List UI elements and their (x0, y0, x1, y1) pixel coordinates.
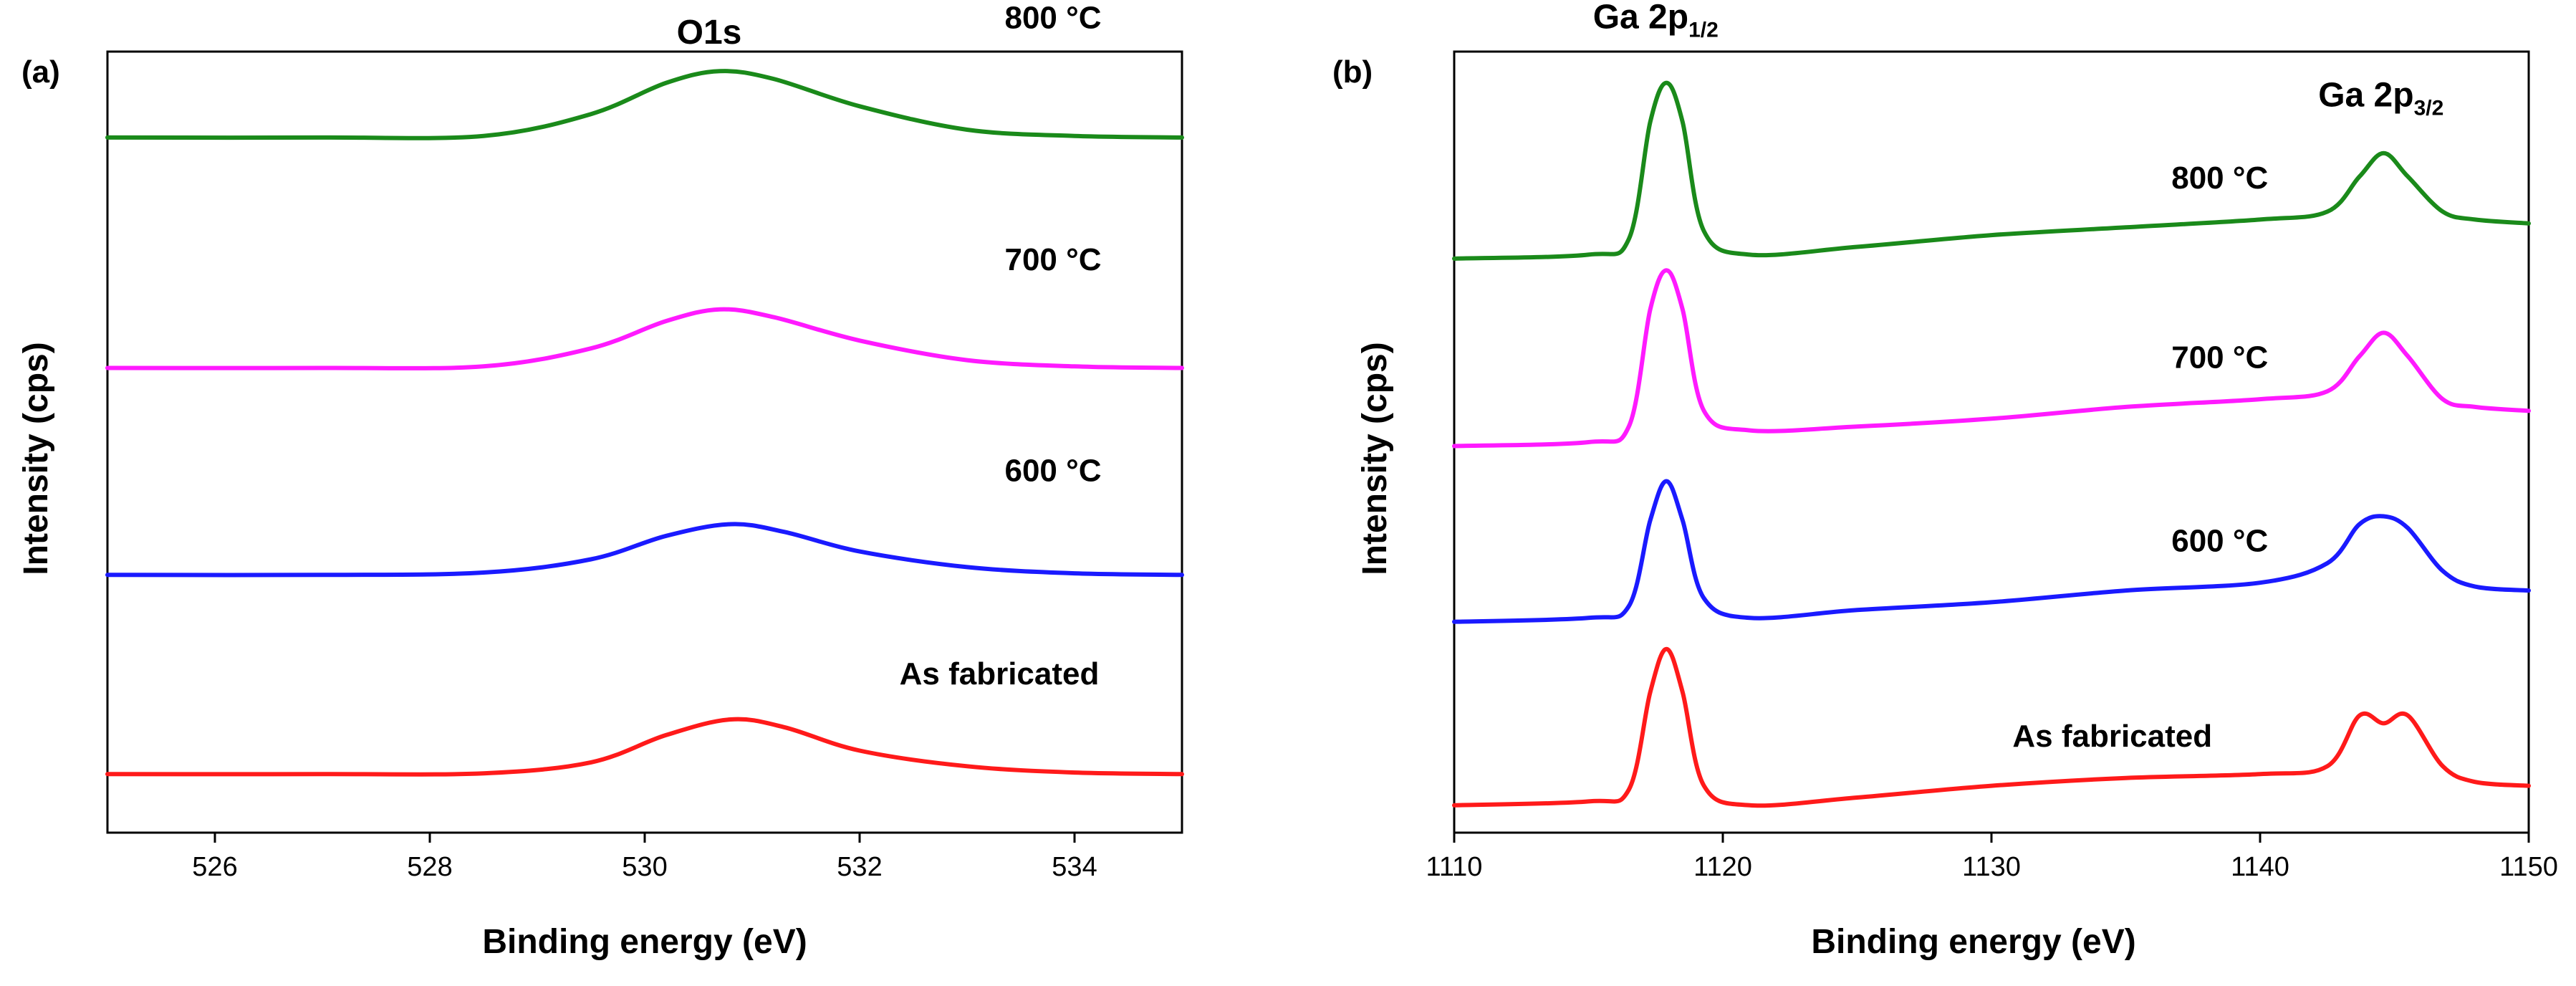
panel-a-curves (105, 69, 1184, 777)
x-tick-label: 534 (1052, 852, 1097, 882)
x-tick-label: 528 (407, 852, 452, 882)
peak-label-subscript: 1/2 (1688, 18, 1719, 42)
panel-a: (a) Intensity (cps) Binding energy (eV) … (17, 0, 1184, 961)
x-tick-label: 532 (837, 852, 882, 882)
x-tick-label: 1120 (1693, 852, 1752, 882)
x-tick-label: 1130 (1962, 852, 2021, 882)
panel-a-x-ticks: 526 528 530 532 534 (192, 833, 1097, 882)
x-tick-label: 1140 (2231, 852, 2289, 882)
series-line-600-c (1452, 479, 2531, 624)
series-label-800-c: 800 °C (2171, 161, 2268, 196)
series-line-800-c (105, 69, 1184, 140)
panel-b-x-axis-title: Binding energy (eV) (1811, 923, 2135, 961)
panel-b-curves (1452, 80, 2531, 808)
x-tick-label: 526 (192, 852, 237, 882)
panel-a-labels: O1s 800 °C 700 °C 600 °C As fabricated (677, 0, 1102, 691)
series-line-700-c (105, 307, 1184, 370)
series-line-as-fabricated (105, 717, 1184, 777)
panel-a-label: (a) (21, 54, 60, 90)
panel-a-x-axis-title: Binding energy (eV) (482, 923, 807, 961)
peak-label-ga-2p-3-2: Ga 2p3/2 (2318, 76, 2443, 120)
series-line-800-c (1452, 80, 2531, 261)
panel-b: (b) Intensity (cps) Binding energy (eV) … (1332, 0, 2558, 961)
panel-b-x-ticks: 1110 1120 1130 1140 1150 (1426, 833, 2558, 882)
x-tick-label: 530 (622, 852, 667, 882)
series-label-700-c: 700 °C (1004, 242, 1101, 277)
series-line-as-fabricated (1452, 646, 2531, 808)
panel-title: O1s (677, 14, 742, 52)
panel-a-plot-frame (106, 50, 1183, 834)
panel-a-y-axis-title: Intensity (cps) (17, 342, 55, 575)
series-label-700-c: 700 °C (2171, 340, 2268, 375)
peak-label-subscript: 3/2 (2414, 96, 2444, 120)
panel-b-label: (b) (1332, 54, 1373, 90)
peak-label-main: Ga 2p (2318, 76, 2413, 114)
series-label-as-fabricated: As fabricated (900, 656, 1100, 691)
panel-b-y-axis-title: Intensity (cps) (1356, 342, 1394, 575)
series-label-600-c: 600 °C (2171, 524, 2268, 559)
series-label-as-fabricated: As fabricated (2012, 719, 2212, 754)
x-tick-label: 1110 (1426, 852, 1483, 882)
series-line-700-c (1452, 268, 2531, 449)
series-label-600-c: 600 °C (1004, 454, 1101, 489)
x-tick-label: 1150 (2499, 852, 2558, 882)
series-line-600-c (105, 522, 1184, 578)
series-label-800-c: 800 °C (1004, 0, 1101, 35)
peak-label-ga-2p-1-2: Ga 2p1/2 (1593, 0, 1719, 42)
peak-label-main: Ga 2p (1593, 0, 1688, 36)
